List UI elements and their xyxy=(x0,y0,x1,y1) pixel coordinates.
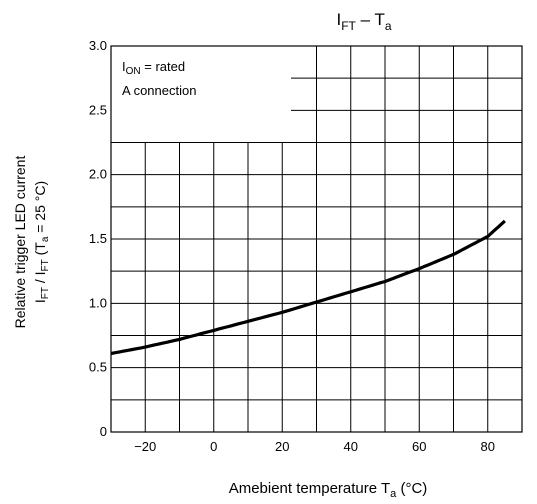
y-axis-label-line-1: Relative trigger LED current xyxy=(12,156,28,329)
y-tick-label: 3.0 xyxy=(89,38,107,53)
x-tick-label: 20 xyxy=(275,439,289,454)
y-tick-label: 1.5 xyxy=(89,231,107,246)
legend-line-1: ION = rated xyxy=(122,59,185,77)
x-tick-label: 60 xyxy=(412,439,426,454)
x-tick-label: 80 xyxy=(481,439,495,454)
y-tick-label: 0.5 xyxy=(89,360,107,375)
x-tick-label: 0 xyxy=(210,439,217,454)
y-tick-label: 1.0 xyxy=(89,295,107,310)
chart-title: IFT – Ta xyxy=(336,10,391,33)
y-tick-label: 2.5 xyxy=(89,102,107,117)
x-axis-label: Amebient temperature Ta (°C) xyxy=(229,480,428,500)
plot-frame xyxy=(110,45,523,433)
series xyxy=(110,219,506,356)
y-tick-label: 2.0 xyxy=(89,167,107,182)
y-tick-label: 0 xyxy=(100,424,107,439)
series-line xyxy=(110,219,506,356)
legend-line-2: A connection xyxy=(122,83,196,98)
y-axis-label-line-2: IFT / IFT (Ta = 25 °C) xyxy=(32,181,51,303)
grid xyxy=(111,46,522,432)
ticks: −20 0 20 40 60 80 0 0.5 1.0 1.5 2.0 2.5 3.0 xyxy=(89,38,495,454)
legend-box xyxy=(111,46,291,142)
x-tick-label: 40 xyxy=(344,439,358,454)
x-tick-label: −20 xyxy=(134,439,156,454)
